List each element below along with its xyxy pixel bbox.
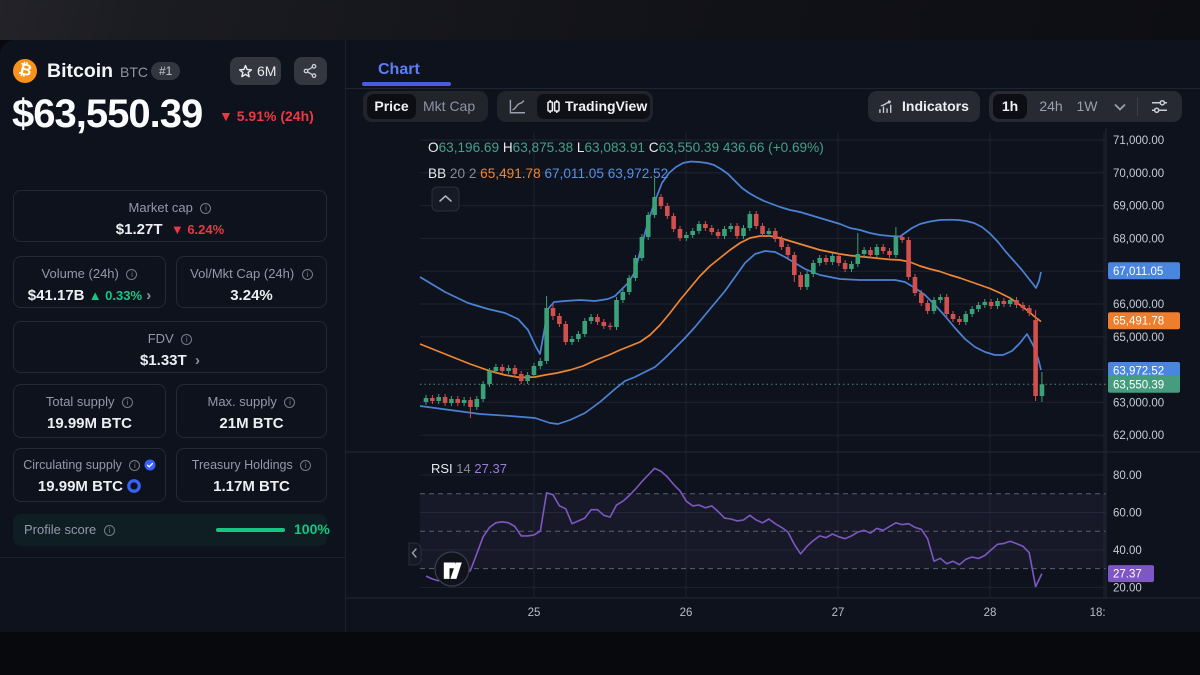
- svg-text:65,491.78: 65,491.78: [1113, 316, 1164, 328]
- svg-text:60.00: 60.00: [1113, 508, 1142, 520]
- svg-text:80.00: 80.00: [1113, 470, 1142, 482]
- svg-text:27: 27: [832, 607, 845, 619]
- svg-text:63,550.39: 63,550.39: [1113, 379, 1164, 391]
- svg-text:71,000.00: 71,000.00: [1113, 135, 1164, 147]
- svg-text:O63,196.69 H63,875.38 L63,083.: O63,196.69 H63,875.38 L63,083.91 C63,550…: [428, 140, 824, 155]
- svg-text:40.00: 40.00: [1113, 545, 1142, 557]
- svg-text:28: 28: [984, 607, 997, 619]
- svg-text:63,972.52: 63,972.52: [1113, 366, 1164, 378]
- svg-text:69,000.00: 69,000.00: [1113, 201, 1164, 213]
- svg-text:27.37: 27.37: [1113, 569, 1142, 581]
- svg-text:67,011.05: 67,011.05: [1113, 266, 1163, 278]
- svg-text:68,000.00: 68,000.00: [1113, 233, 1164, 245]
- svg-text:62,000.00: 62,000.00: [1113, 430, 1164, 442]
- svg-text:BB 20 2 65,491.78 67,011.05 63: BB 20 2 65,491.78 67,011.05 63,972.52: [428, 166, 668, 181]
- svg-text:20.00: 20.00: [1113, 582, 1142, 594]
- svg-text:25: 25: [528, 607, 541, 619]
- svg-text:26: 26: [680, 607, 693, 619]
- svg-text:63,000.00: 63,000.00: [1113, 397, 1164, 409]
- svg-text:70,000.00: 70,000.00: [1113, 168, 1164, 180]
- svg-text:RSI 14 27.37: RSI 14 27.37: [431, 461, 507, 476]
- svg-text:66,000.00: 66,000.00: [1113, 299, 1164, 311]
- svg-text:65,000.00: 65,000.00: [1113, 332, 1164, 344]
